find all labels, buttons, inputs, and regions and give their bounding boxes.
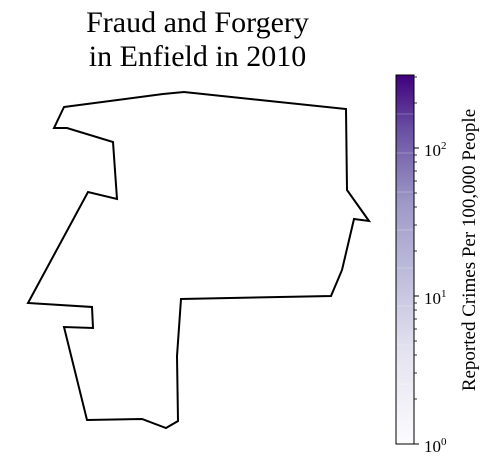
title-line-2: in Enfield in 2010 (88, 40, 307, 73)
enfield-boundary (26, 90, 372, 430)
colorbar-minor-ticks (414, 76, 417, 400)
colorbar-label: Reported Crimes Per 100,000 People (459, 108, 480, 392)
colorbar-tick-label: 100 (424, 436, 447, 456)
colorbar-bands (396, 113, 414, 423)
colorbar-major-ticks (414, 147, 419, 445)
colorbar-frame (395, 74, 415, 445)
colorbar-tick-label: 101 (424, 288, 447, 308)
colorbar-tick-label: 102 (424, 140, 447, 160)
title-line-1: Fraud and Forgery (86, 6, 309, 39)
map-title: Fraud and Forgery in Enfield in 2010 (0, 6, 395, 74)
colorbar-gradient (396, 75, 414, 444)
